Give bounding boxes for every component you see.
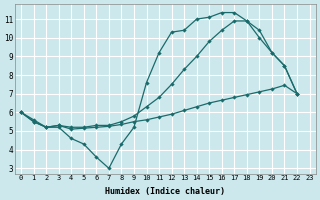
X-axis label: Humidex (Indice chaleur): Humidex (Indice chaleur)	[105, 187, 225, 196]
